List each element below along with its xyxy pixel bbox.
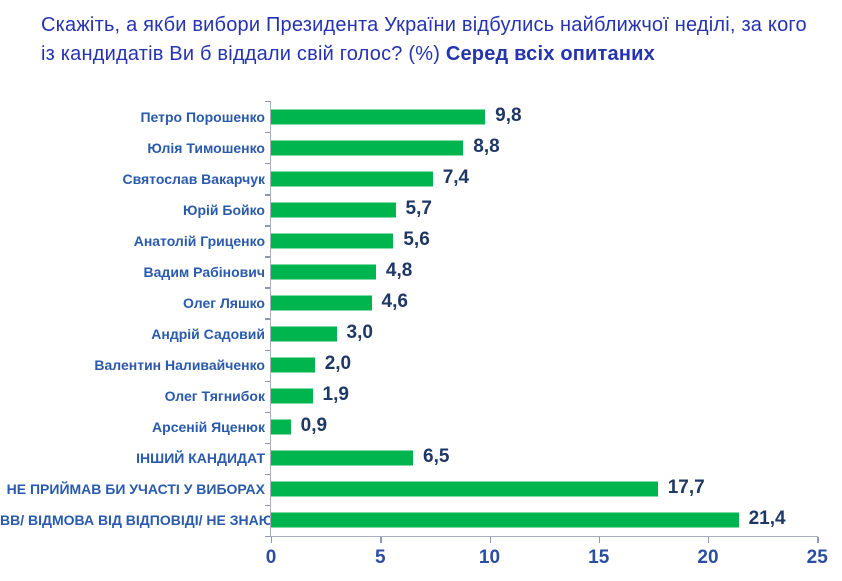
x-axis-tick [271,536,273,543]
bar [271,109,486,125]
bar-row: НЕ ПРИЙМАВ БИ УЧАСТІ У ВИБОРАХ 17,7 [0,474,842,505]
bar [271,419,291,435]
bar [271,512,739,528]
category-label: ІНШИЙ КАНДИДАТ [136,450,265,467]
bar [271,388,313,404]
bar-row: ІНШИЙ КАНДИДАТ 6,5 [0,443,842,474]
bar-row: Святослав Вакарчук 7,4 [0,163,842,194]
y-axis-tick [265,194,270,196]
bar-row: Юлія Тимошенко 8,8 [0,132,842,163]
y-axis-tick [265,225,270,227]
category-label: Арсеній Яценюк [152,419,265,436]
chart-title-sample: Серед всіх опитаних [445,43,655,65]
x-axis-tick-label: 20 [697,546,719,568]
value-label: 5,7 [405,197,432,219]
category-label: Валентин Наливайченко [94,357,265,374]
y-axis-tick [265,101,270,103]
bar-row: Вадим Рабінович 4,8 [0,256,842,287]
bar-row: Юрій Бойко 5,7 [0,194,842,225]
value-label: 9,8 [495,104,522,126]
value-label: 7,4 [442,166,470,188]
y-axis-tick [265,256,270,258]
value-label: 5,6 [403,228,430,250]
value-label: 6,5 [423,446,450,468]
bar-row: Олег Ляшко 4,6 [0,287,842,318]
x-axis-tick-label: 0 [265,546,277,568]
x-axis-tick [817,536,819,543]
value-label: 0,9 [300,415,328,437]
bar-row: ВВ/ ВІДМОВА ВІД ВІДПОВІДІ/ НЕ ЗНАЮ 21,4 [0,505,842,536]
y-axis-tick [265,163,270,165]
x-axis-tick-label: 10 [478,546,501,568]
bar-row: Петро Порошенко 9,8 [0,101,842,132]
category-label: Юрій Бойко [183,201,265,218]
bar-row: Арсеній Яценюк 0,9 [0,412,842,443]
category-label: ВВ/ ВІДМОВА ВІД ВІДПОВІДІ/ НЕ ЗНАЮ [0,512,274,529]
y-axis-tick [265,411,270,413]
y-axis-tick [265,380,270,382]
category-label: Вадим Рабінович [143,263,265,280]
x-axis-line [270,535,819,538]
bar [271,450,414,466]
x-axis-tick [489,536,491,543]
bar [271,357,315,373]
category-label: НЕ ПРИЙМАВ БИ УЧАСТІ У ВИБОРАХ [6,481,265,498]
value-label: 2,0 [324,353,352,375]
category-label: Святослав Вакарчук [122,170,265,187]
category-label: Петро Порошенко [140,108,265,125]
value-label: 3,0 [346,322,373,344]
y-axis-tick [265,132,270,134]
bar [271,295,372,311]
y-axis-tick [265,442,270,445]
chart-title-question: Скажіть, а якби вибори Президента Україн… [41,14,807,65]
bar [271,481,658,497]
chart-title: Скажіть, а якби вибори Президента Україн… [41,11,813,69]
bar [271,233,394,249]
x-axis-tick [380,536,382,543]
x-axis-tick [598,536,601,543]
x-axis-tick-label: 25 [806,546,828,568]
bar [271,264,376,280]
category-label: Олег Ляшко [183,294,265,311]
y-axis-tick [265,504,270,507]
bar-row: Валентин Наливайченко 2,0 [0,350,842,381]
value-label: 8,8 [473,135,500,157]
value-label: 1,9 [322,384,349,406]
y-axis-tick [265,349,270,351]
bar [271,326,337,342]
y-axis-tick [265,473,270,476]
category-label: Андрій Садовий [151,326,265,343]
bar [271,140,464,156]
bar [271,202,396,218]
x-axis-tick [708,536,710,543]
y-axis-line [270,101,272,536]
y-axis-tick [265,318,270,320]
bar-row: Андрій Садовий 3,0 [0,318,842,349]
value-label: 4,6 [381,291,408,313]
category-label: Юлія Тимошенко [147,139,265,156]
value-label: 21,4 [748,508,786,530]
category-label: Анатолій Гриценко [133,232,265,249]
value-label: 17,7 [667,477,705,499]
x-axis-tick-label: 5 [374,546,386,568]
value-label: 4,8 [385,259,413,281]
y-axis-tick [265,287,270,289]
bar-row: Анатолій Гриценко 5,6 [0,225,842,256]
y-axis-tick [265,535,270,538]
bar-row: Олег Тягнибок 1,9 [0,381,842,412]
category-label: Олег Тягнибок [164,388,265,405]
bar [271,171,433,187]
x-axis-tick-label: 15 [588,546,610,568]
